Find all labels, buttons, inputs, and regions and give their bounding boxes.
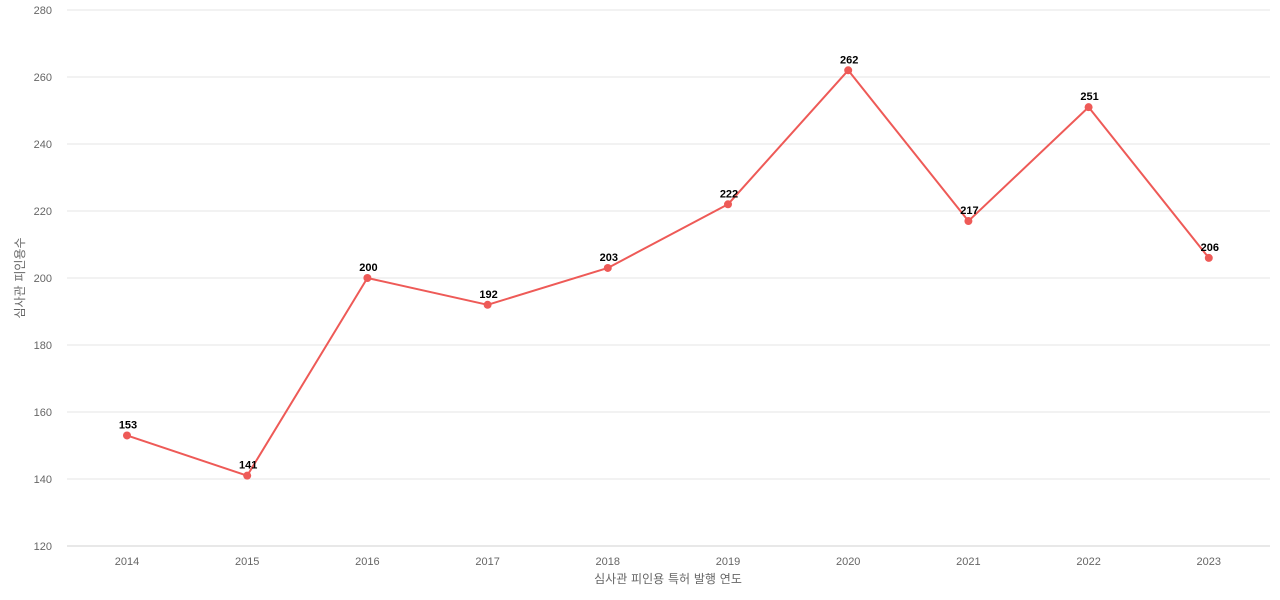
y-axis-ticks: 120 140 160 180 200 220 240 260 280 — [34, 5, 52, 553]
data-point[interactable] — [964, 217, 973, 226]
data-label: 262 — [840, 54, 858, 66]
data-label: 203 — [600, 252, 618, 264]
data-label: 141 — [239, 460, 257, 472]
x-tick-label: 2023 — [1197, 556, 1221, 568]
data-label: 222 — [720, 188, 738, 200]
x-axis-ticks: 2014 2015 2016 2017 2018 2019 2020 2021 2022 2023 — [115, 556, 1221, 568]
y-tick-label: 160 — [34, 407, 52, 419]
x-tick-label: 2016 — [355, 556, 379, 568]
data-label: 251 — [1080, 91, 1098, 103]
series-line — [126, 69, 1210, 477]
y-tick-label: 220 — [34, 206, 52, 218]
data-point[interactable] — [1204, 253, 1213, 262]
data-point[interactable] — [483, 300, 492, 309]
y-tick-label: 200 — [34, 273, 52, 285]
data-point[interactable] — [603, 263, 612, 272]
data-labels: 153 141 200 192 203 222 262 217 251 206 — [119, 54, 1219, 471]
x-tick-label: 2022 — [1076, 556, 1100, 568]
x-tick-label: 2017 — [475, 556, 499, 568]
x-tick-label: 2020 — [836, 556, 860, 568]
data-point[interactable] — [243, 471, 252, 480]
y-tick-label: 120 — [34, 541, 52, 553]
data-label: 200 — [359, 262, 377, 274]
y-tick-label: 260 — [34, 72, 52, 84]
data-point[interactable] — [1084, 103, 1093, 112]
y-tick-label: 140 — [34, 474, 52, 486]
data-point[interactable] — [123, 431, 131, 440]
series-layer — [123, 66, 1213, 480]
data-label: 192 — [479, 289, 497, 301]
data-point[interactable] — [724, 200, 732, 209]
data-label: 206 — [1201, 242, 1219, 254]
data-label: 217 — [960, 205, 978, 217]
x-axis-title: 심사관 피인용 특허 발행 연도 — [594, 571, 742, 586]
x-tick-label: 2018 — [596, 556, 620, 568]
data-point[interactable] — [363, 274, 372, 282]
x-tick-label: 2021 — [956, 556, 980, 568]
x-tick-label: 2014 — [115, 556, 139, 568]
y-tick-label: 240 — [34, 139, 52, 151]
data-point[interactable] — [844, 66, 853, 75]
y-axis-title: 심사관 피인용수 — [13, 237, 27, 318]
data-label: 153 — [119, 419, 137, 431]
y-tick-label: 180 — [34, 340, 52, 352]
x-tick-label: 2019 — [716, 556, 740, 568]
grid-layer — [67, 9, 1270, 547]
x-tick-label: 2015 — [235, 556, 259, 568]
y-tick-label: 280 — [34, 5, 52, 17]
